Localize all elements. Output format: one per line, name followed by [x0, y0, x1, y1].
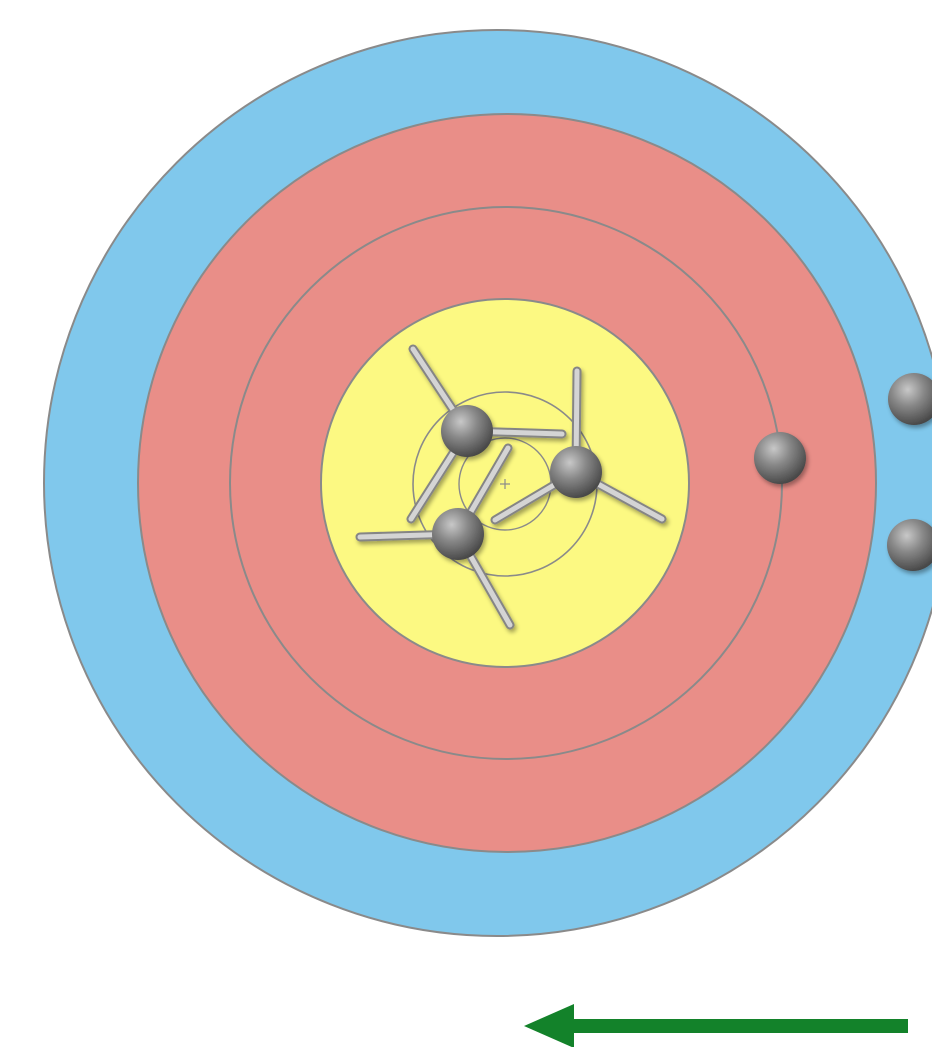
arrow-head [441, 405, 493, 457]
center-cross-icon [500, 479, 510, 489]
direction-arrow-icon [524, 1004, 908, 1047]
arrow-head [432, 508, 484, 560]
arrow-head [887, 519, 932, 571]
arrow-head [754, 432, 806, 484]
stray-arrows [754, 373, 932, 571]
arrow-head [550, 446, 602, 498]
arrow-head [888, 373, 932, 425]
arrow-with-fletching [490, 366, 667, 525]
arrow-with-fletching [406, 344, 567, 524]
arrow-cluster [355, 344, 667, 630]
arrow-with-fletching [355, 443, 515, 630]
